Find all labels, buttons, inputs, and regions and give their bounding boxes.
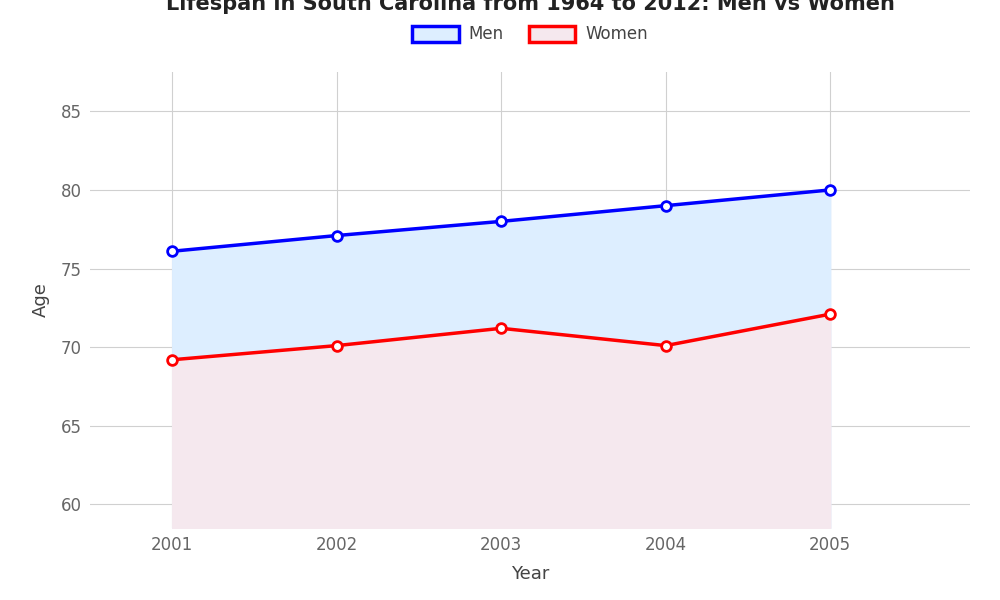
Legend: Men, Women: Men, Women (405, 19, 655, 50)
X-axis label: Year: Year (511, 565, 549, 583)
Y-axis label: Age: Age (32, 283, 50, 317)
Title: Lifespan in South Carolina from 1964 to 2012: Men vs Women: Lifespan in South Carolina from 1964 to … (166, 0, 894, 13)
